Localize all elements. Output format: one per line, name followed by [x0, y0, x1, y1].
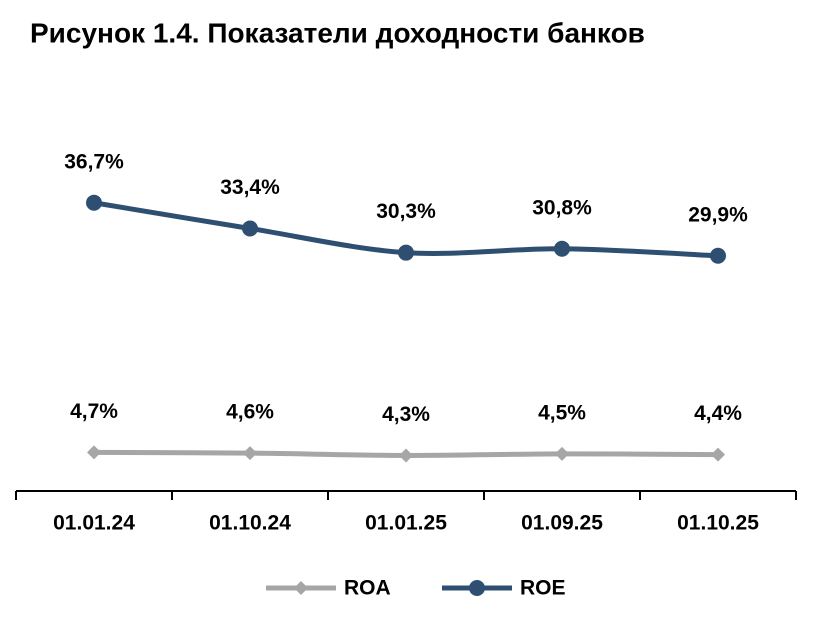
data-label: 4,4%	[694, 402, 742, 425]
data-label: 30,3%	[376, 200, 436, 223]
chart-title: Рисунок 1.4. Показатели доходности банко…	[30, 17, 645, 48]
legend-label: ROA	[344, 577, 391, 600]
x-tick-label: 01.10.24	[209, 512, 291, 535]
data-label: 4,3%	[382, 403, 430, 426]
legend-marker	[294, 581, 308, 595]
data-point	[398, 244, 414, 261]
data-point	[243, 446, 257, 461]
data-label: 36,7%	[64, 150, 124, 173]
data-label: 4,5%	[538, 401, 586, 424]
data-label: 33,4%	[220, 176, 280, 199]
legend-label: ROE	[520, 577, 566, 600]
data-label: 30,8%	[532, 196, 592, 219]
legend-marker	[469, 580, 485, 596]
data-point	[554, 240, 570, 257]
data-point	[87, 445, 101, 460]
data-point	[399, 448, 413, 463]
data-point	[242, 220, 258, 237]
data-point	[555, 446, 569, 461]
x-tick-label: 01.09.25	[521, 512, 603, 535]
data-label: 29,9%	[688, 203, 748, 226]
data-point	[711, 447, 725, 462]
x-tick-label: 01.10.25	[677, 512, 759, 535]
data-point	[86, 194, 102, 211]
data-point	[710, 247, 726, 264]
x-tick-label: 01.01.25	[365, 512, 447, 535]
x-tick-label: 01.01.24	[53, 512, 135, 535]
data-label: 4,7%	[70, 400, 118, 423]
data-label: 4,6%	[226, 401, 274, 424]
